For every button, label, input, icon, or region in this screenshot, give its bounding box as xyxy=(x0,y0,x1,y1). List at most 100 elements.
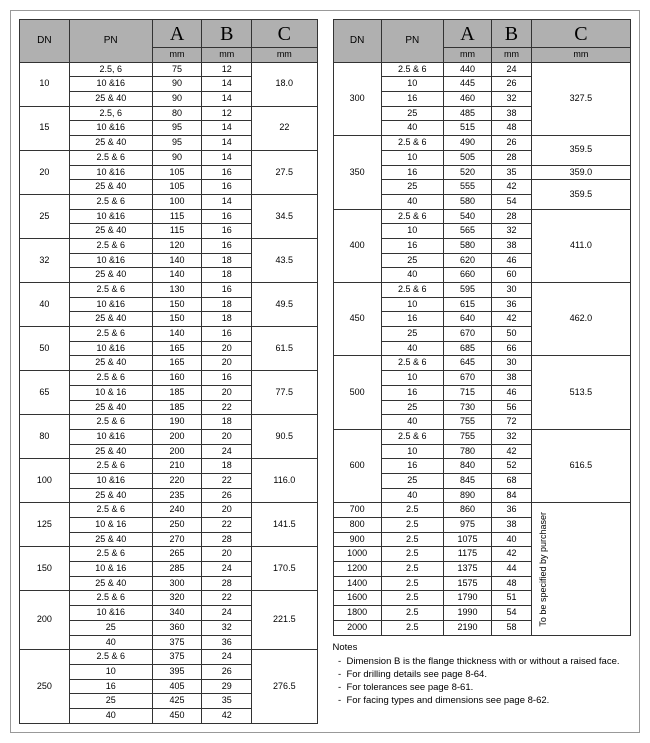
pn-cell: 25 & 40 xyxy=(69,400,152,415)
b-cell: 32 xyxy=(202,620,252,635)
b-cell: 54 xyxy=(492,194,532,209)
dn-cell: 1400 xyxy=(333,576,381,591)
pn-cell: 2.5 & 6 xyxy=(381,209,443,224)
b-cell: 58 xyxy=(492,620,532,635)
b-cell: 16 xyxy=(202,165,252,180)
dn-cell: 65 xyxy=(20,371,70,415)
pn-cell: 10 xyxy=(381,297,443,312)
pn-cell: 2.5 xyxy=(381,620,443,635)
a-cell: 235 xyxy=(152,488,202,503)
a-cell: 490 xyxy=(443,136,491,151)
header-b: B xyxy=(202,20,252,48)
a-cell: 200 xyxy=(152,429,202,444)
b-cell: 12 xyxy=(202,106,252,121)
b-cell: 12 xyxy=(202,62,252,77)
pn-cell: 25 & 40 xyxy=(69,532,152,547)
pn-cell: 2.5 xyxy=(381,562,443,577)
a-cell: 95 xyxy=(152,136,202,151)
a-cell: 115 xyxy=(152,224,202,239)
table-row: 7002.586036To be specified by purchaser xyxy=(333,503,631,518)
pn-cell: 10 &16 xyxy=(69,606,152,621)
b-cell: 38 xyxy=(492,238,532,253)
a-cell: 1790 xyxy=(443,591,491,606)
a-cell: 890 xyxy=(443,488,491,503)
c-cell: 170.5 xyxy=(252,547,317,591)
b-cell: 16 xyxy=(202,209,252,224)
a-cell: 860 xyxy=(443,503,491,518)
pn-cell: 2.5, 6 xyxy=(69,106,152,121)
note-item: For drilling details see page 8-64. xyxy=(347,669,632,682)
table-row: 802.5 & 61901890.5 xyxy=(20,415,318,430)
c-cell: 359.0 xyxy=(531,165,630,180)
table-row: 502.5 & 61401661.5 xyxy=(20,327,318,342)
a-cell: 340 xyxy=(152,606,202,621)
a-cell: 755 xyxy=(443,429,491,444)
a-cell: 405 xyxy=(152,679,202,694)
b-cell: 22 xyxy=(202,518,252,533)
a-cell: 565 xyxy=(443,224,491,239)
dn-cell: 40 xyxy=(20,283,70,327)
dn-cell: 300 xyxy=(333,62,381,135)
a-cell: 840 xyxy=(443,459,491,474)
b-cell: 24 xyxy=(202,444,252,459)
a-cell: 250 xyxy=(152,518,202,533)
b-cell: 84 xyxy=(492,488,532,503)
a-cell: 300 xyxy=(152,576,202,591)
pn-cell: 25 & 40 xyxy=(69,444,152,459)
a-cell: 90 xyxy=(152,150,202,165)
notes-list: Dimension B is the flange thickness with… xyxy=(333,656,632,707)
header-b: B xyxy=(492,20,532,48)
c-cell: 27.5 xyxy=(252,150,317,194)
b-cell: 42 xyxy=(492,180,532,195)
a-cell: 460 xyxy=(443,92,491,107)
table-row: 5002.5 & 664530513.5 xyxy=(333,356,631,371)
a-cell: 1075 xyxy=(443,532,491,547)
a-cell: 130 xyxy=(152,283,202,298)
a-cell: 90 xyxy=(152,77,202,92)
c-cell: 49.5 xyxy=(252,283,317,327)
b-cell: 16 xyxy=(202,224,252,239)
pn-cell: 25 xyxy=(381,253,443,268)
b-cell: 72 xyxy=(492,415,532,430)
a-cell: 1175 xyxy=(443,547,491,562)
c-cell: 513.5 xyxy=(531,356,630,429)
b-cell: 28 xyxy=(202,532,252,547)
a-cell: 265 xyxy=(152,547,202,562)
a-cell: 375 xyxy=(152,635,202,650)
pn-cell: 16 xyxy=(69,679,152,694)
pn-cell: 16 xyxy=(381,238,443,253)
b-cell: 16 xyxy=(202,283,252,298)
pn-cell: 10 & 16 xyxy=(69,562,152,577)
pn-cell: 2.5 & 6 xyxy=(69,327,152,342)
b-cell: 48 xyxy=(492,121,532,136)
pn-cell: 10 &16 xyxy=(69,429,152,444)
b-cell: 14 xyxy=(202,77,252,92)
a-cell: 505 xyxy=(443,150,491,165)
a-cell: 450 xyxy=(152,708,202,723)
b-cell: 36 xyxy=(492,297,532,312)
a-cell: 515 xyxy=(443,121,491,136)
pn-cell: 2.5 & 6 xyxy=(69,238,152,253)
pn-cell: 2.5 & 6 xyxy=(381,62,443,77)
pn-cell: 2.5 & 6 xyxy=(69,547,152,562)
dn-cell: 80 xyxy=(20,415,70,459)
b-cell: 68 xyxy=(492,473,532,488)
pn-cell: 40 xyxy=(381,194,443,209)
b-cell: 28 xyxy=(492,209,532,224)
c-cell: 462.0 xyxy=(531,283,630,356)
pn-cell: 2.5 xyxy=(381,576,443,591)
pn-cell: 10 & 16 xyxy=(69,385,152,400)
table-row: 6002.5 & 675532616.5 xyxy=(333,429,631,444)
b-cell: 24 xyxy=(202,562,252,577)
pn-cell: 25 xyxy=(69,620,152,635)
c-cell: 18.0 xyxy=(252,62,317,106)
dn-cell: 32 xyxy=(20,238,70,282)
pn-cell: 2.5 xyxy=(381,518,443,533)
pn-cell: 16 xyxy=(381,165,443,180)
dn-cell: 25 xyxy=(20,194,70,238)
b-cell: 24 xyxy=(202,650,252,665)
b-cell: 24 xyxy=(202,606,252,621)
c-cell: 276.5 xyxy=(252,650,317,723)
dn-cell: 1000 xyxy=(333,547,381,562)
table-row: 1252.5 & 624020141.5 xyxy=(20,503,318,518)
